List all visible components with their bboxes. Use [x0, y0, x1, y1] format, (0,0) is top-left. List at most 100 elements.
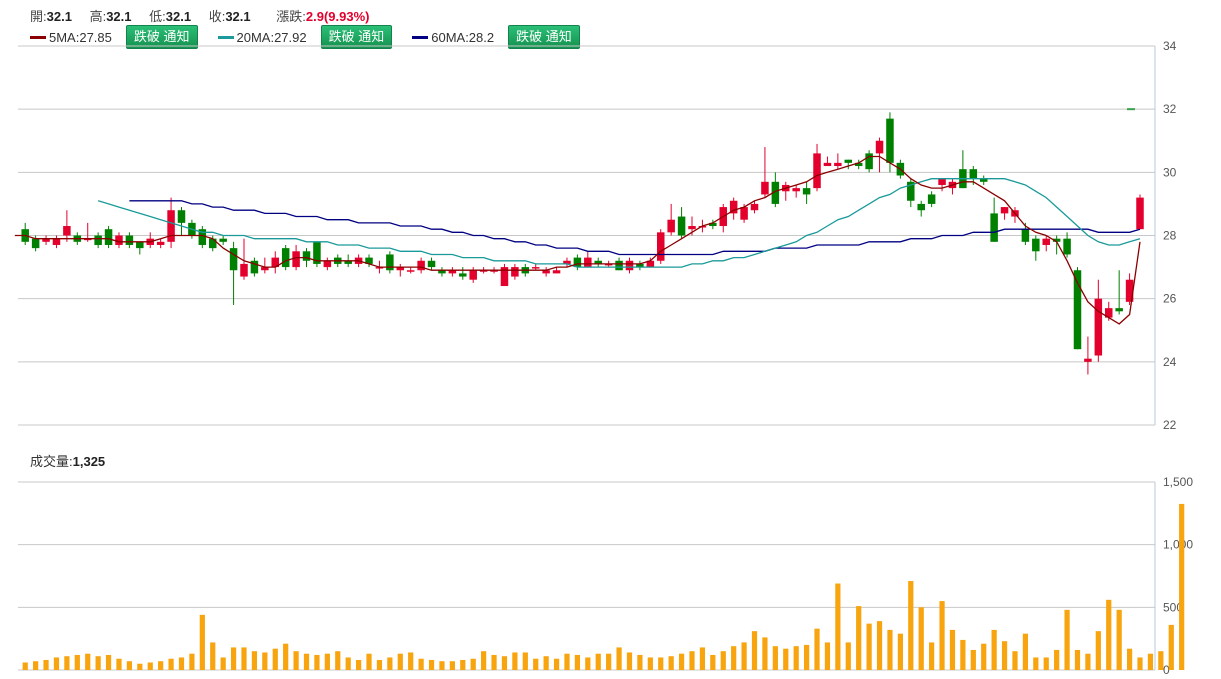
candle-body — [604, 263, 613, 266]
volume-tick-label: 0 — [1163, 663, 1170, 677]
candle-body — [83, 238, 92, 241]
candle-body — [500, 267, 509, 287]
candle-body — [292, 251, 300, 268]
candle-body — [615, 260, 623, 271]
volume-bar — [408, 652, 414, 670]
candle-body — [834, 162, 842, 167]
candle-body — [1042, 238, 1050, 245]
volume-bar — [22, 662, 28, 670]
ma60-swatch — [412, 35, 429, 39]
candle-body — [125, 235, 134, 245]
ma5-label: 5MA:27.85 — [49, 29, 112, 45]
low-label: 低: — [149, 9, 166, 24]
candle-body — [396, 267, 405, 271]
volume-bar — [251, 651, 258, 670]
volume-bar — [887, 629, 893, 670]
ma60-alert-button[interactable]: 跌破 通知 — [508, 25, 580, 49]
candle-body — [1125, 279, 1134, 302]
volume-bar — [689, 651, 695, 670]
volume-bar — [762, 637, 768, 670]
volume-bar — [647, 657, 653, 670]
volume-value: 1,325 — [72, 454, 106, 469]
ma60-line — [129, 200, 1141, 256]
candle-body — [729, 200, 738, 214]
candle-body — [750, 203, 759, 211]
change-label: 漲跌: — [276, 9, 306, 24]
volume-bar — [230, 647, 237, 670]
candle-body — [646, 260, 655, 268]
volume-bar — [126, 661, 132, 670]
volume-bar — [637, 654, 643, 670]
volume-bar — [512, 652, 518, 670]
candle-body — [167, 210, 175, 242]
candle-body — [104, 229, 113, 245]
candle-body — [375, 267, 384, 269]
candle-body — [250, 260, 259, 274]
volume-bar — [876, 621, 883, 670]
volume-bar — [324, 653, 330, 670]
volume-bar — [1158, 651, 1164, 670]
candle-body — [865, 153, 873, 170]
candle-body — [1094, 298, 1103, 356]
volume-bar — [366, 653, 372, 670]
ma5-line — [14, 155, 1141, 325]
volume-bar — [345, 657, 351, 670]
candle-body — [969, 169, 978, 179]
volume-bar — [731, 646, 737, 670]
candle-body — [490, 270, 498, 272]
price-tick-label: 28 — [1163, 229, 1177, 243]
candle-body — [875, 140, 884, 154]
candle-body — [479, 270, 488, 272]
candle-body — [261, 267, 269, 271]
volume-bar — [64, 656, 70, 670]
price-tick-label: 22 — [1163, 418, 1177, 432]
candle-body — [761, 181, 769, 195]
candle-body — [792, 188, 800, 192]
candle-body — [552, 270, 561, 274]
volume-bar — [356, 659, 362, 670]
candle-body — [1115, 308, 1123, 312]
candle-body — [427, 260, 436, 268]
candle-body — [511, 267, 519, 277]
candle-body — [1104, 308, 1113, 318]
volume-label: 成交量: — [30, 454, 73, 469]
volume-bar — [137, 663, 143, 670]
volume-bar — [178, 657, 185, 670]
candle-body — [823, 162, 832, 167]
candle-body — [240, 263, 248, 277]
change-value: 2.9(9.93%) — [305, 9, 370, 24]
candle-body — [323, 260, 332, 268]
ma60-label: 60MA:28.2 — [431, 29, 495, 45]
volume-bar — [814, 628, 820, 670]
volume-bar — [595, 653, 601, 670]
candle-body — [813, 153, 821, 189]
volume-bar — [939, 601, 945, 670]
volume-bar — [720, 651, 726, 670]
ma5-legend: 5MA:27.85 跌破 通知 — [30, 25, 198, 49]
volume-bar — [626, 652, 633, 670]
volume-bar — [1137, 657, 1143, 670]
volume-bar — [1106, 599, 1112, 670]
open-label: 開: — [30, 9, 47, 24]
ma20-swatch — [217, 35, 234, 39]
volume-bar — [991, 629, 997, 670]
ma20-alert-button[interactable]: 跌破 通知 — [320, 25, 393, 49]
volume-bar — [658, 657, 664, 670]
high-label: 高: — [89, 9, 107, 24]
candle-body — [302, 251, 311, 261]
volume-bar — [262, 652, 268, 670]
volume-bar — [668, 656, 674, 670]
candle-body — [667, 219, 675, 233]
volume-bar — [1085, 653, 1091, 670]
volume-bar — [1001, 641, 1008, 670]
volume-bar — [856, 606, 862, 670]
candle-body — [542, 270, 550, 274]
ma5-swatch — [30, 35, 46, 39]
candle-body — [344, 260, 352, 264]
volume-bar — [783, 648, 789, 670]
volume-bar — [804, 644, 810, 670]
candle-body — [177, 210, 186, 223]
volume-bar — [387, 657, 393, 670]
ma5-alert-button[interactable]: 跌破 通知 — [125, 25, 198, 49]
candle-body — [94, 235, 102, 245]
